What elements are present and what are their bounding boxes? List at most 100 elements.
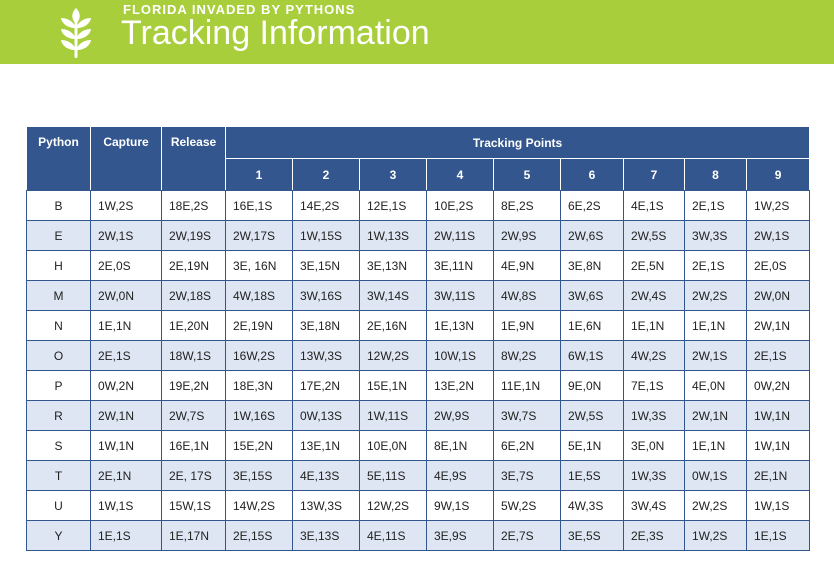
table-row: P 0W,2N 19E,2N 18E,3N 17E,2N 15E,1N 13E,2N 11E,… xyxy=(26,370,811,401)
tracking-point-cell: 5E,11S xyxy=(359,460,427,491)
tracking-point-cell: 1E,6N xyxy=(560,310,624,341)
tracking-point-cell: 4E,11S xyxy=(359,520,427,551)
tracking-point-cell: 1W,2S xyxy=(684,520,747,551)
release-cell: 1E,17N xyxy=(161,520,226,551)
tracking-point-cell: 11E,1N xyxy=(493,370,561,401)
header-banner: FLORIDA INVADED BY PYTHONS Tracking Info… xyxy=(0,0,834,64)
tracking-point-cell: 1E,13N xyxy=(426,310,494,341)
capture-cell: 2E,0S xyxy=(90,250,162,281)
tracking-point-cell: 13E,1N xyxy=(292,430,360,461)
tracking-point-cell: 8E,1N xyxy=(426,430,494,461)
tracking-point-cell: 2E,5N xyxy=(623,250,685,281)
tracking-point-cell: 1W,1N xyxy=(745,430,811,461)
tracking-point-cell: 2W,0N xyxy=(745,280,811,311)
tracking-point-cell: 4E,1S xyxy=(623,190,685,221)
point-number-header: 1 xyxy=(225,158,293,191)
tracking-point-cell: 6E,2S xyxy=(560,190,624,221)
python-cell: S xyxy=(26,430,91,461)
tracking-point-cell: 3W,4S xyxy=(623,490,685,521)
table-row: M 2W,0N 2W,18S 4W,18S 3W,16S 3W,14S 3W,11S 4W,8… xyxy=(26,280,811,311)
release-cell: 15W,1S xyxy=(161,490,226,521)
tracking-point-cell: 2E,1N xyxy=(745,460,811,491)
tracking-point-cell: 16E,1S xyxy=(225,190,293,221)
release-cell: 2W,18S xyxy=(161,280,226,311)
tracking-point-cell: 3E,13S xyxy=(292,520,360,551)
tracking-point-cell: 3E,13N xyxy=(359,250,427,281)
tracking-point-cell: 2E,7S xyxy=(493,520,561,551)
tracking-point-cell: 4W,18S xyxy=(225,280,293,311)
tracking-point-cell: 14W,2S xyxy=(225,490,293,521)
tracking-point-cell: 3E,8N xyxy=(560,250,624,281)
tracking-point-cell: 1E,5S xyxy=(560,460,624,491)
tracking-point-cell: 9W,1S xyxy=(426,490,494,521)
tracking-point-cell: 7E,1S xyxy=(623,370,685,401)
tracking-point-cell: 9E,0N xyxy=(560,370,624,401)
table-row: O 2E,1S 18W,1S 16W,2S 13W,3S 12W,2S 10W,1S 8W,2… xyxy=(26,340,811,371)
release-column-header: Release xyxy=(161,126,226,191)
tracking-point-cell: 14E,2S xyxy=(292,190,360,221)
tracking-point-cell: 2E,16N xyxy=(359,310,427,341)
tracking-point-cell: 2W,6S xyxy=(560,220,624,251)
point-number-header: 8 xyxy=(684,158,747,191)
tracking-point-cell: 1W,15S xyxy=(292,220,360,251)
tracking-point-cell: 0W,2N xyxy=(745,370,811,401)
tracking-point-cell: 3E,7S xyxy=(493,460,561,491)
tracking-table: Python Capture Release Tracking Points 1… xyxy=(26,126,811,551)
capture-cell: 2W,1N xyxy=(90,400,162,431)
tracking-point-cell: 12W,2S xyxy=(359,340,427,371)
tracking-point-cell: 2E,1S xyxy=(745,340,811,371)
table-body: B 1W,2S 18E,2S 16E,1S 14E,2S 12E,1S 10E,2S 8E,2… xyxy=(26,190,811,551)
tracking-point-cell: 2W,9S xyxy=(493,220,561,251)
capture-cell: 2E,1S xyxy=(90,340,162,371)
tracking-point-cell: 5E,1N xyxy=(560,430,624,461)
tracking-point-cell: 3W,11S xyxy=(426,280,494,311)
tracking-point-cell: 17E,2N xyxy=(292,370,360,401)
table-row: S 1W,1N 16E,1N 15E,2N 13E,1N 10E,0N 8E,1N 6E,2N… xyxy=(26,430,811,461)
point-number-header: 6 xyxy=(560,158,624,191)
tracking-point-cell: 3E, 16N xyxy=(225,250,293,281)
tracking-point-cell: 1W,16S xyxy=(225,400,293,431)
capture-cell: 1E,1N xyxy=(90,310,162,341)
tracking-point-cell: 3E,15N xyxy=(292,250,360,281)
tracking-point-cell: 4W,8S xyxy=(493,280,561,311)
capture-cell: 1E,1S xyxy=(90,520,162,551)
table-row: U 1W,1S 15W,1S 14W,2S 13W,3S 12W,2S 9W,1S 5W,2S… xyxy=(26,490,811,521)
tracking-point-cell: 1W,1S xyxy=(745,490,811,521)
tracking-point-cell: 1E,1N xyxy=(684,310,747,341)
tracking-point-cell: 1W,3S xyxy=(623,400,685,431)
release-cell: 19E,2N xyxy=(161,370,226,401)
tracking-point-cell: 0W,1S xyxy=(684,460,747,491)
tracking-point-cell: 2W,1S xyxy=(745,220,811,251)
python-cell: T xyxy=(26,460,91,491)
tracking-point-cell: 13W,3S xyxy=(292,490,360,521)
tracking-point-cell: 2W,1N xyxy=(745,310,811,341)
python-cell: M xyxy=(26,280,91,311)
python-cell: H xyxy=(26,250,91,281)
capture-cell: 2W,1S xyxy=(90,220,162,251)
table-row: H 2E,0S 2E,19N 3E, 16N 3E,15N 3E,13N 3E,11N 4E,… xyxy=(26,250,811,281)
capture-column-header: Capture xyxy=(90,126,162,191)
tracking-point-cell: 2E,19N xyxy=(225,310,293,341)
tracking-point-cell: 4W,3S xyxy=(560,490,624,521)
page-subtitle: FLORIDA INVADED BY PYTHONS xyxy=(123,2,356,17)
tracking-point-cell: 1W,2S xyxy=(745,190,811,221)
tracking-point-cell: 2W,1N xyxy=(684,400,747,431)
tracking-point-cell: 10W,1S xyxy=(426,340,494,371)
release-cell: 2E,19N xyxy=(161,250,226,281)
tracking-point-cell: 6W,1S xyxy=(560,340,624,371)
table-row: N 1E,1N 1E,20N 2E,19N 3E,18N 2E,16N 1E,13N 1E,9… xyxy=(26,310,811,341)
tracking-point-cell: 10E,0N xyxy=(359,430,427,461)
tracking-points-header: Tracking Points xyxy=(224,126,811,159)
capture-cell: 2E,1N xyxy=(90,460,162,491)
tracking-point-cell: 2W,2S xyxy=(684,280,747,311)
tracking-point-cell: 0W,13S xyxy=(292,400,360,431)
tracking-point-cell: 4E,0N xyxy=(684,370,747,401)
point-number-header: 4 xyxy=(426,158,494,191)
tracking-point-cell: 1E,1N xyxy=(623,310,685,341)
tracking-point-cell: 1E,1S xyxy=(745,520,811,551)
table-row: T 2E,1N 2E, 17S 3E,15S 4E,13S 5E,11S 4E,9S 3E,7… xyxy=(26,460,811,491)
release-cell: 2W,19S xyxy=(161,220,226,251)
tracking-point-cell: 2E,1S xyxy=(684,250,747,281)
tracking-point-cell: 2E,15S xyxy=(225,520,293,551)
